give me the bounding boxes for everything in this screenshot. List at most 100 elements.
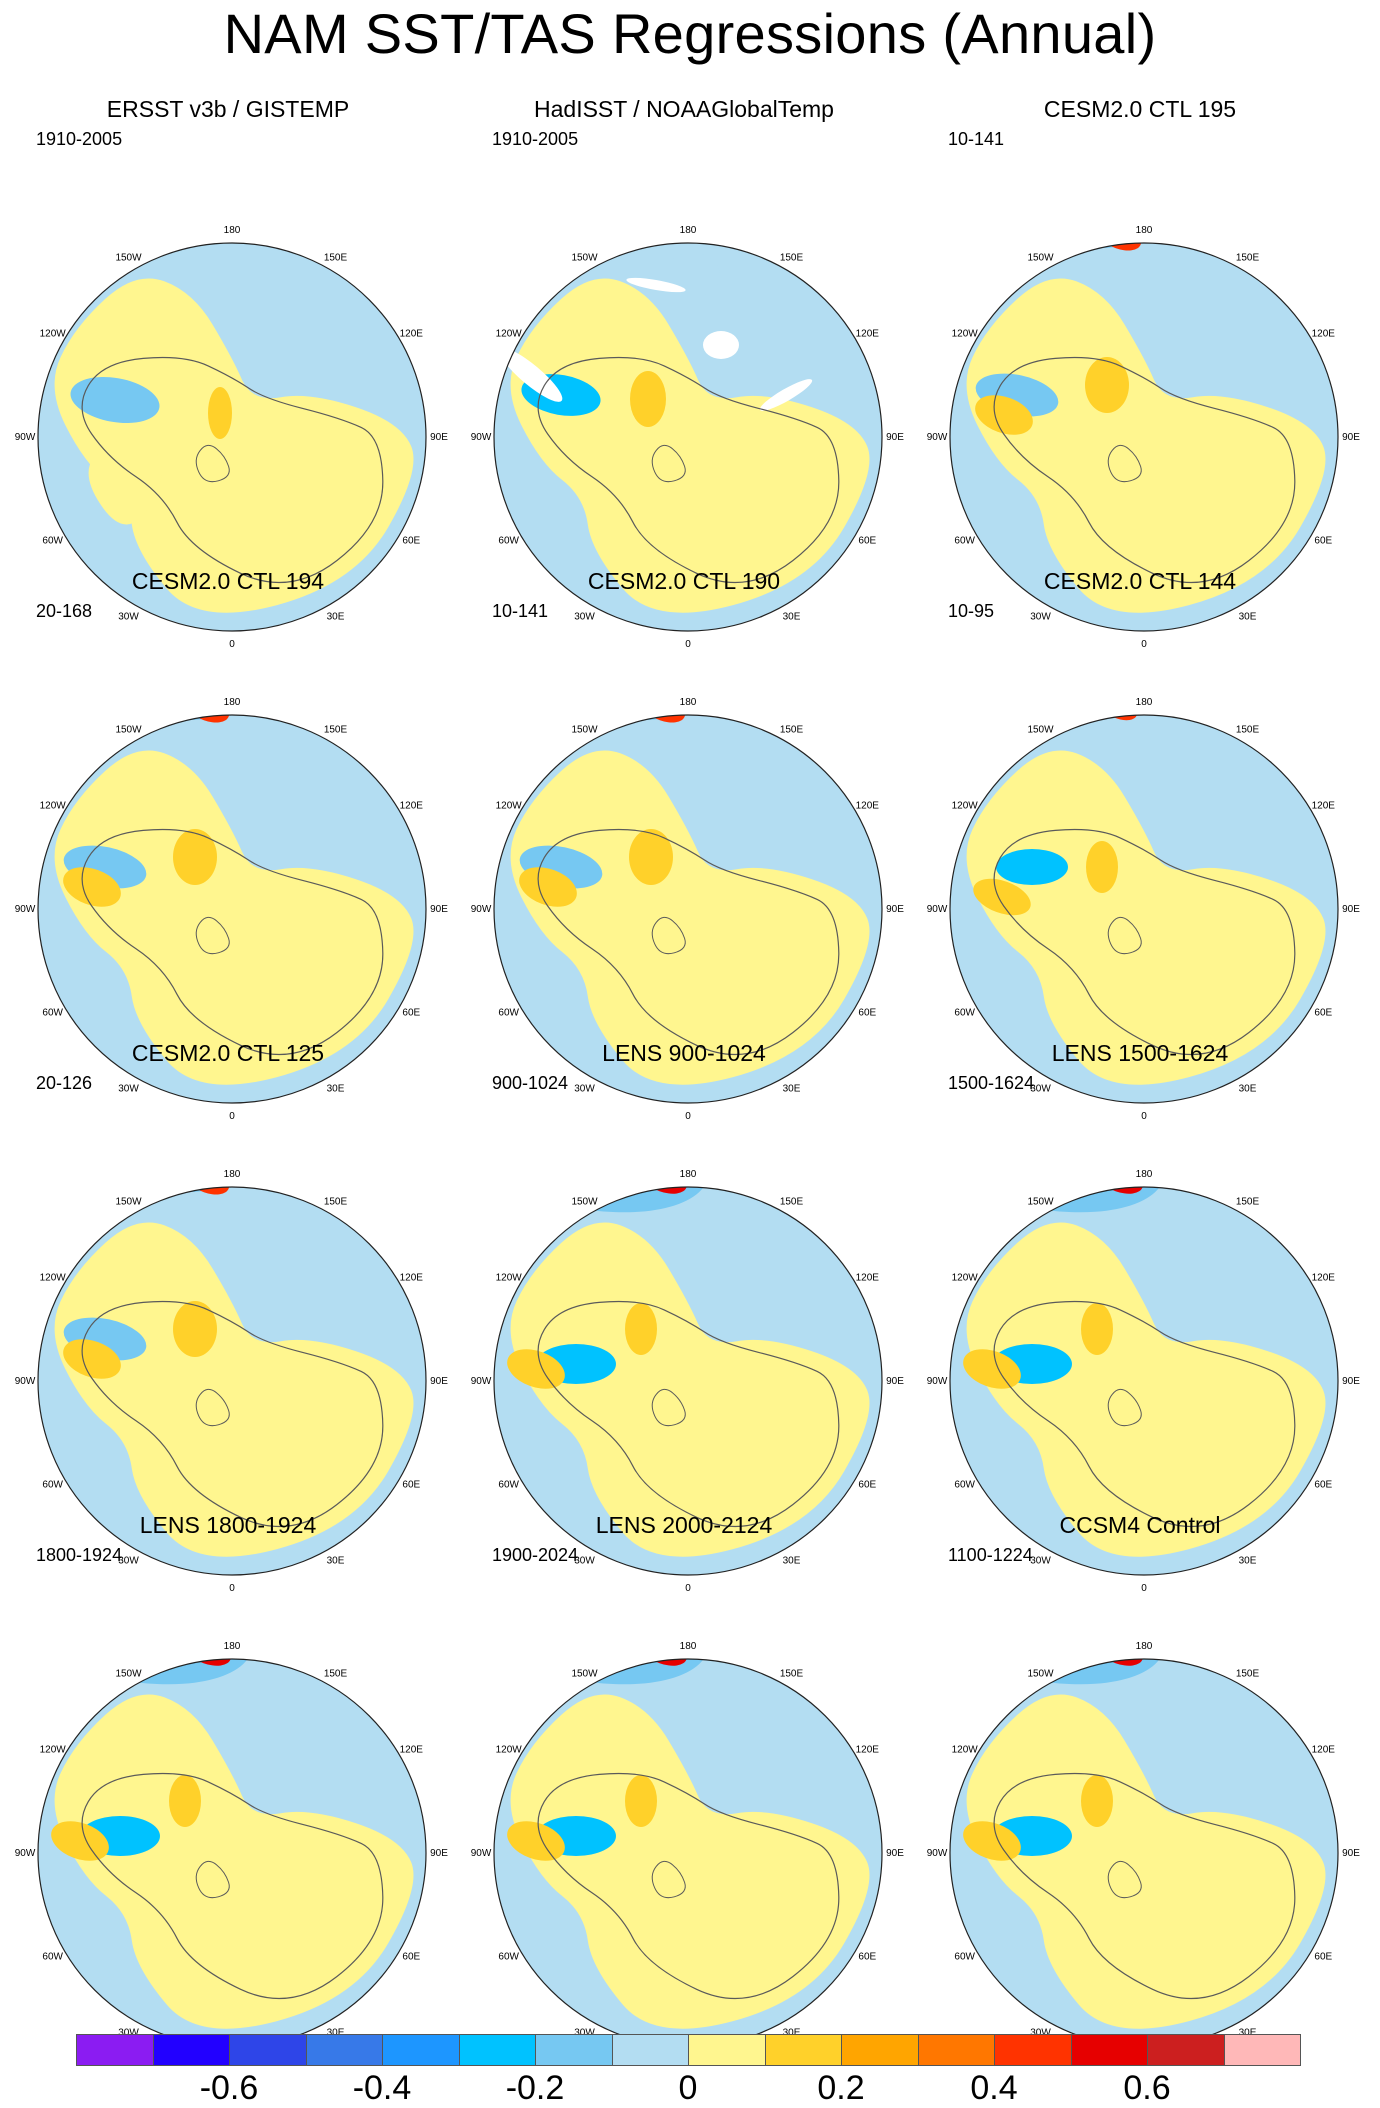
longitude-label: 60W bbox=[954, 1008, 975, 1019]
longitude-label: 90W bbox=[927, 904, 948, 915]
warm-land-field bbox=[510, 1222, 870, 1557]
longitude-label: 30W bbox=[1030, 1083, 1051, 1094]
arctic-islands-coastline bbox=[651, 916, 686, 955]
arctic-islands-coastline bbox=[651, 1860, 686, 1899]
longitude-label: 150E bbox=[324, 1197, 348, 1208]
polar-map: 180 150E 120E 90E 60E 30E 0 30W 60W 90W 120W 150W bbox=[15, 1641, 449, 2066]
map-panel: LENS 2000-2124 1900-2024 180 150E 120E 90E 60E… bbox=[456, 1511, 912, 2066]
longitude-label: 120W bbox=[952, 329, 979, 340]
panel-period: 20-126 bbox=[36, 1073, 93, 1093]
arctic-islands-coastline bbox=[1107, 916, 1142, 955]
longitude-label: 120E bbox=[400, 329, 424, 340]
panel-period: 20-168 bbox=[36, 601, 93, 621]
longitude-label: 60E bbox=[402, 1952, 420, 1963]
longitude-label: 30W bbox=[574, 1555, 595, 1566]
polar-map: 180 150E 120E 90E 60E 30E 0 30W 60W 90W 120W 150W bbox=[471, 697, 905, 1122]
longitude-label: 180 bbox=[1136, 697, 1153, 708]
longitude-label: 150W bbox=[115, 1197, 142, 1208]
atlantic-warm-patch bbox=[963, 1821, 1021, 1861]
panel-title: LENS 2000-2124 bbox=[595, 1512, 773, 1538]
longitude-label: 180 bbox=[1136, 1169, 1153, 1180]
atlantic-warm-patch bbox=[519, 867, 577, 907]
longitude-label: 150W bbox=[1027, 1669, 1054, 1680]
map-panel: LENS 900-1024 900-1024 180 150E 120E 90E 60E 30… bbox=[456, 1039, 912, 1594]
longitude-label: 60W bbox=[498, 1952, 519, 1963]
panel-period: 10-95 bbox=[948, 601, 995, 621]
longitude-label: 30E bbox=[327, 1555, 345, 1566]
panel-title: CESM2.0 CTL 144 bbox=[1043, 568, 1237, 594]
polar-map: 180 150E 120E 90E 60E 30E 0 30W 60W 90W 120W 150W bbox=[15, 1169, 449, 1594]
longitude-label: 60W bbox=[42, 1008, 63, 1019]
longitude-label: 30E bbox=[783, 1083, 801, 1094]
longitude-label: 60E bbox=[1314, 1480, 1332, 1491]
longitude-label: 150E bbox=[324, 725, 348, 736]
longitude-label: 90E bbox=[1342, 432, 1360, 443]
longitude-label: 60W bbox=[498, 536, 519, 547]
colorbar-swatch bbox=[994, 2034, 1072, 2066]
colorbar-tick-label: 0.6 bbox=[1123, 2069, 1171, 2107]
longitude-label: 60W bbox=[42, 536, 63, 547]
scandinavia-warm-patch bbox=[1081, 1303, 1113, 1355]
longitude-label: 90E bbox=[886, 904, 904, 915]
arctic-islands-coastline bbox=[1107, 1860, 1142, 1899]
longitude-label: 30W bbox=[574, 2027, 595, 2038]
panel-title: ERSST v3b / GISTEMP bbox=[106, 96, 350, 122]
scandinavia-warm-patch bbox=[625, 1303, 657, 1355]
warm-land-field bbox=[54, 278, 414, 613]
longitude-label: 60E bbox=[1314, 1008, 1332, 1019]
panel-title: CESM2.0 CTL 190 bbox=[587, 568, 781, 594]
warm-land-field bbox=[54, 750, 414, 1085]
coastline bbox=[81, 1772, 384, 2000]
pacific-warm-core bbox=[1012, 146, 1143, 234]
longitude-label: 90W bbox=[927, 1376, 948, 1387]
longitude-label: 30E bbox=[1239, 1083, 1257, 1094]
arctic-islands-coastline bbox=[1107, 1388, 1142, 1427]
longitude-label: 30E bbox=[783, 2027, 801, 2038]
longitude-label: 60E bbox=[858, 1480, 876, 1491]
longitude-label: 30W bbox=[1030, 1555, 1051, 1566]
panel-period: 900-1024 bbox=[492, 1073, 569, 1093]
colorbar-swatch bbox=[1223, 2034, 1301, 2066]
colorbar-swatch bbox=[841, 2034, 919, 2066]
colorbar-tick-label: 0.4 bbox=[970, 2069, 1018, 2107]
map-border bbox=[949, 242, 1339, 632]
panel-title: LENS 1800-1924 bbox=[139, 1512, 317, 1538]
panel-title: CESM2.0 CTL 194 bbox=[131, 568, 325, 594]
atlantic-warm-patch bbox=[63, 1339, 121, 1379]
longitude-label: 120E bbox=[400, 1273, 424, 1284]
panel-title: CESM2.0 CTL 195 bbox=[1043, 96, 1237, 122]
polar-map: 180 150E 120E 90E 60E 30E 0 30W 60W 90W 120W 150W bbox=[927, 1641, 1361, 2066]
longitude-label: 90W bbox=[927, 1848, 948, 1859]
map-border bbox=[37, 1186, 427, 1576]
longitude-label: 150W bbox=[571, 725, 598, 736]
longitude-label: 150W bbox=[115, 725, 142, 736]
longitude-label: 90E bbox=[1342, 904, 1360, 915]
colorbar-swatch bbox=[611, 2034, 689, 2066]
longitude-label: 60W bbox=[954, 536, 975, 547]
longitude-label: 120E bbox=[1312, 1273, 1336, 1284]
longitude-label: 180 bbox=[224, 225, 241, 236]
map-border bbox=[37, 242, 427, 632]
longitude-label: 150E bbox=[1236, 1197, 1260, 1208]
longitude-label: 90W bbox=[927, 432, 948, 443]
atlantic-warm-patch bbox=[51, 1821, 109, 1861]
longitude-label: 0 bbox=[229, 1111, 235, 1122]
longitude-label: 30E bbox=[327, 611, 345, 622]
alaska-cool-core bbox=[494, 1187, 645, 1190]
polar-map: 180 150E 120E 90E 60E 30E 0 30W 60W 90W 120W 150W bbox=[927, 146, 1361, 650]
colorbar-swatch bbox=[688, 2034, 766, 2066]
warm-land-field bbox=[510, 278, 870, 613]
longitude-label: 150E bbox=[1236, 725, 1260, 736]
map-border bbox=[493, 1186, 883, 1576]
scandinavia-warm-patch bbox=[630, 371, 666, 427]
longitude-label: 90W bbox=[15, 1376, 36, 1387]
colorbar-swatch bbox=[535, 2034, 613, 2066]
longitude-label: 60W bbox=[498, 1480, 519, 1491]
longitude-label: 150E bbox=[780, 1197, 804, 1208]
longitude-label: 120E bbox=[1312, 329, 1336, 340]
longitude-label: 180 bbox=[1136, 225, 1153, 236]
map-border bbox=[493, 242, 883, 632]
longitude-label: 30W bbox=[118, 1555, 139, 1566]
map-panel: CCSM4 Control 1100-1224 180 150E 120E 90E 60E 3… bbox=[912, 1511, 1368, 2066]
map-border bbox=[493, 714, 883, 1104]
